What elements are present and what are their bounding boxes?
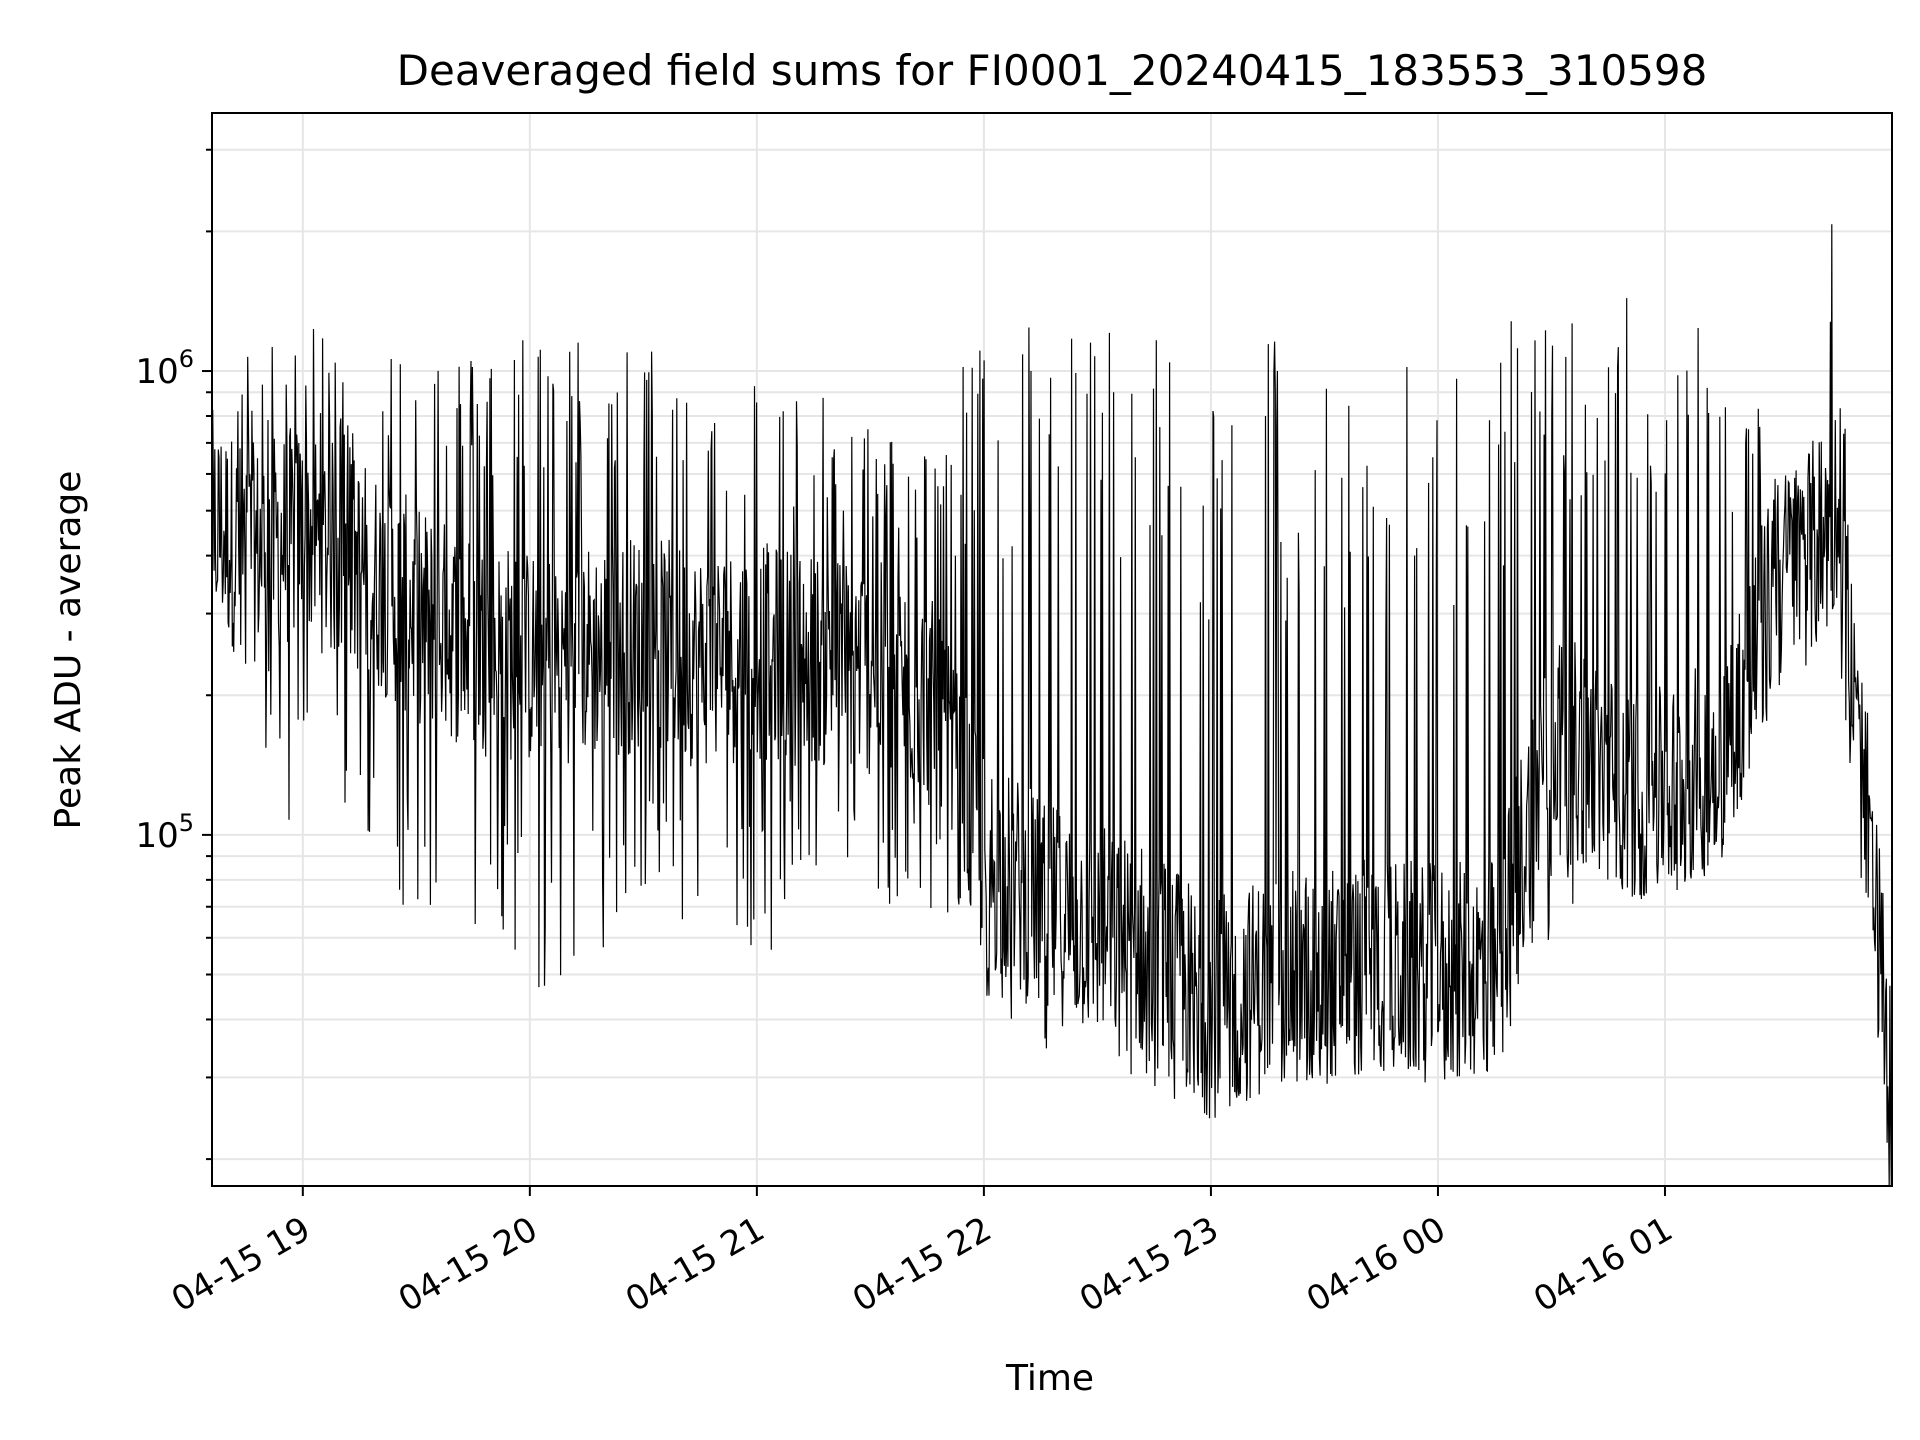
y-axis: 105 106 [135, 148, 212, 1161]
series-line [212, 224, 1892, 1186]
y-axis-label: Peak ADU - average [48, 471, 89, 830]
x-axis-label: Time [1005, 1358, 1094, 1399]
chart-title: Deaveraged field sums for FI0001_2024041… [397, 46, 1708, 95]
y-tick-label: 106 [135, 345, 194, 392]
y-tick-label: 105 [135, 809, 194, 856]
plot-area [212, 224, 1892, 1186]
axes-frame [211, 112, 1893, 1187]
